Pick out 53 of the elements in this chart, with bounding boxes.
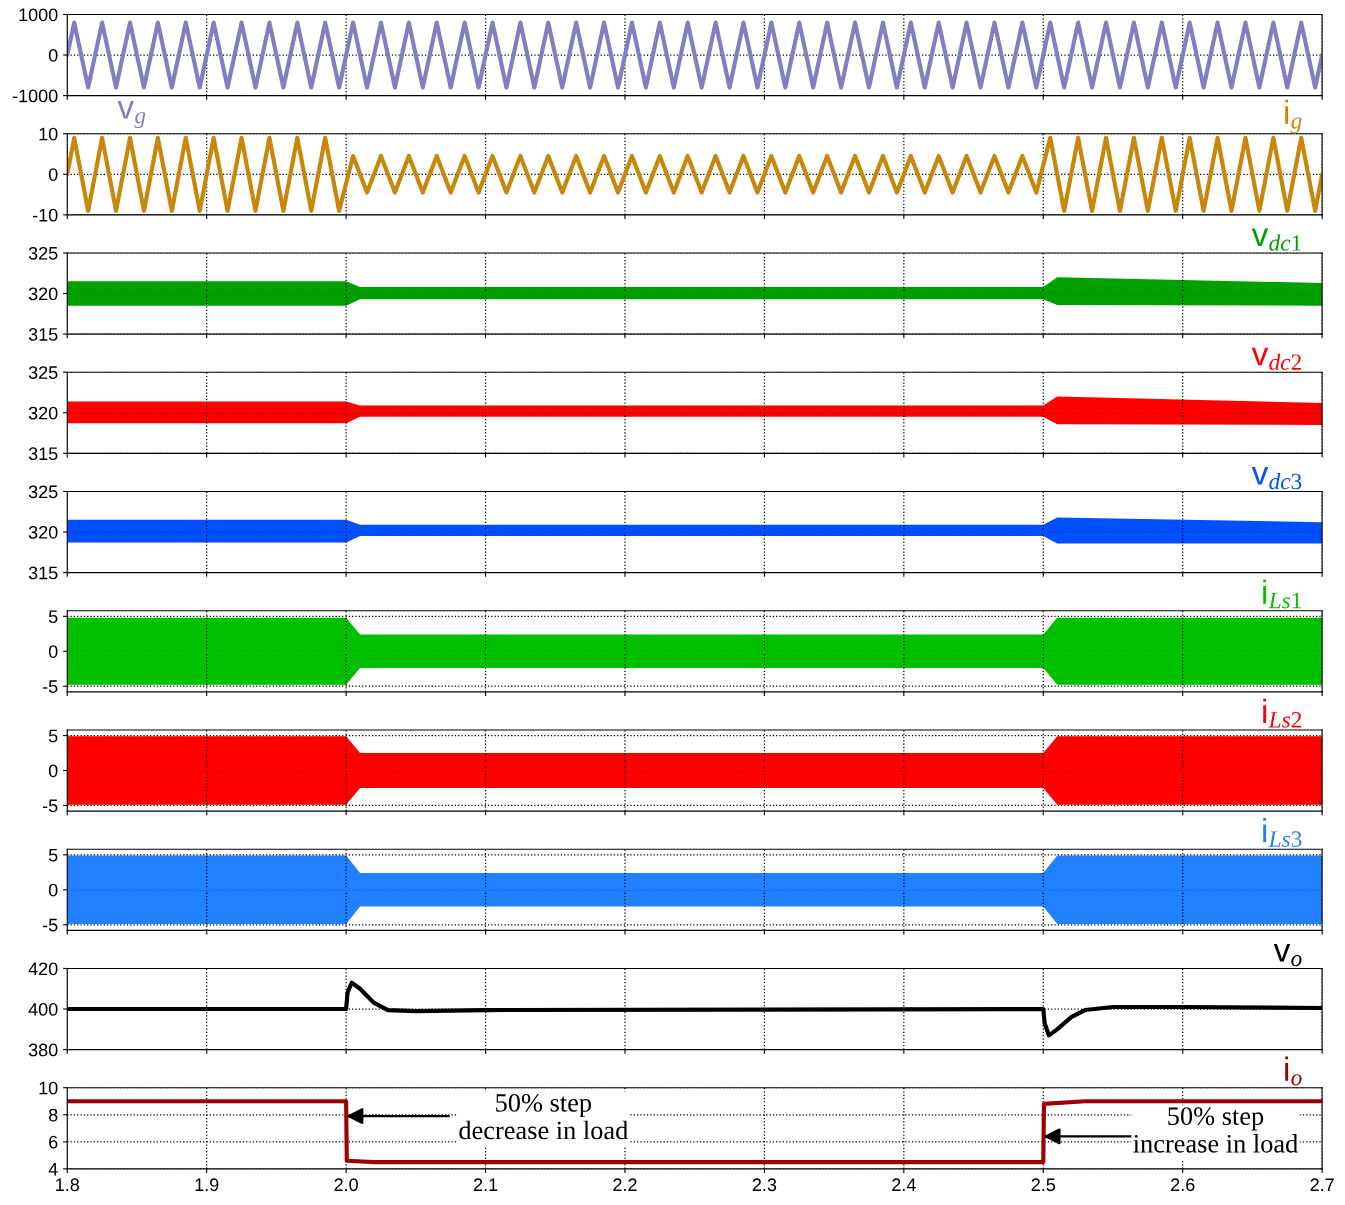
series-label: i$_{Ls1}$ [1263,579,1301,609]
y-tick-label: -5 [42,799,58,813]
y-tick-label: 380 [28,1043,58,1057]
series-label: v$_{g}$ [117,100,146,129]
x-tick-label: 2.1 [473,1178,498,1191]
y-tick-label: 6 [49,1135,58,1149]
y-tick-label: 320 [28,406,58,420]
series-label: i$_{g}$ [1285,99,1302,134]
series-label: v$_{o}$ [1273,943,1302,967]
series-label: i$_{Ls2}$ [1263,698,1302,728]
y-tick-label: 325 [28,246,58,260]
y-tick-label: -5 [42,918,58,932]
y-tick-label: 315 [28,328,58,341]
y-tick-label: 400 [28,1002,58,1016]
y-tick-label: 0 [48,883,58,897]
y-tick-label: -10 [32,208,58,222]
series-label: v$_{dc1}$ [1251,228,1301,251]
y-tick-label: 325 [28,366,58,379]
y-tick-label: 420 [28,962,58,976]
x-tick-label: 1.9 [195,1178,219,1192]
y-tick-label: 5 [48,610,58,624]
series-label: v$_{dc2}$ [1251,347,1301,371]
y-tick-label: 320 [28,287,58,301]
y-tick-label: 1000 [19,8,58,22]
y-tick-label: 5 [48,729,58,743]
y-tick-label: 0 [48,645,58,658]
y-tick-label: 4 [48,1162,58,1176]
series-label: v$_{dc3}$ [1251,466,1302,490]
x-tick-label: 2.4 [892,1178,916,1191]
y-tick-label: 325 [28,485,58,499]
y-tick-label: 320 [28,525,58,539]
series-label: i$_{Ls3}$ [1263,817,1302,847]
y-tick-label: 315 [28,566,58,580]
x-tick-label: 2.2 [613,1178,637,1191]
y-tick-label: 315 [28,447,58,461]
y-tick-label: 0 [48,168,58,181]
y-tick-label: 5 [48,848,58,862]
y-tick-label: -5 [42,680,58,693]
y-tick-label: 0 [48,48,58,62]
x-tick-label: 2.0 [334,1178,358,1192]
y-tick-label: 10 [39,1081,58,1095]
annotation: 50% step decrease in load [459,1093,628,1140]
y-tick-label: 10 [39,127,58,141]
annotation: 50% step increase in load [1133,1107,1298,1153]
x-tick-label: 2.6 [1171,1178,1195,1192]
y-tick-label: 0 [48,764,58,778]
x-tick-label: 2.7 [1310,1178,1334,1191]
y-tick-label: -1000 [12,89,58,103]
y-tick-label: 8 [48,1108,58,1122]
x-tick-label: 2.3 [752,1178,777,1192]
series-label: i$_{o}$ [1285,1056,1302,1086]
x-tick-label: 1.8 [56,1178,80,1192]
x-tick-label: 2.5 [1031,1178,1056,1192]
